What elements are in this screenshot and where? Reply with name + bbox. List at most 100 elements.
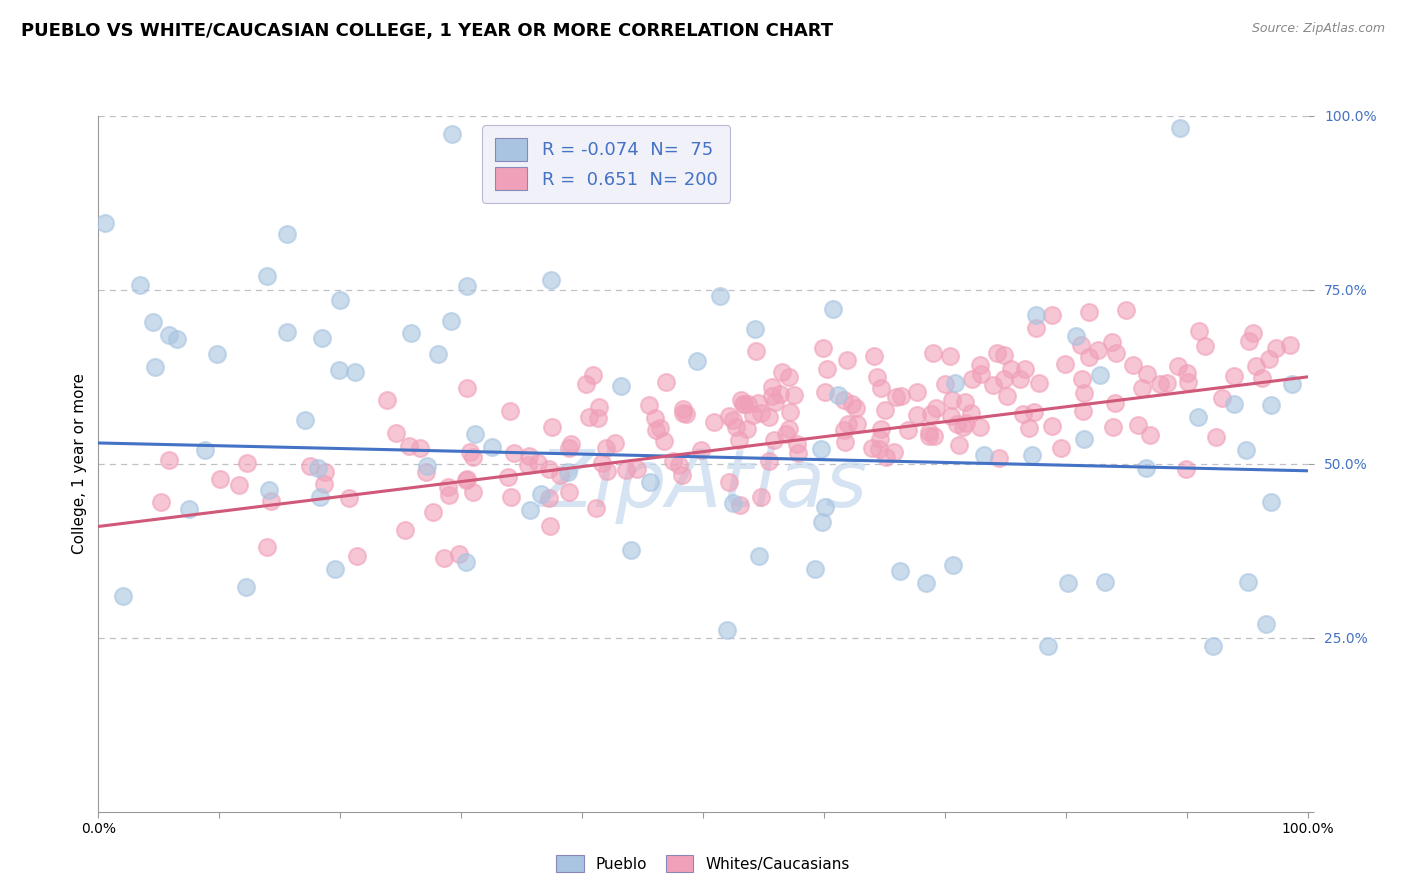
Point (761, 389, 783, 403)
Point (1265, 341, 1288, 355)
Point (778, 370, 800, 384)
Point (578, 409, 600, 424)
Point (614, 463, 637, 477)
Point (686, 354, 709, 368)
Point (638, 398, 661, 412)
Point (918, 425, 941, 439)
Point (955, 416, 977, 430)
Point (235, 581, 257, 595)
Point (1105, 345, 1128, 359)
Point (718, 475, 741, 489)
Point (749, 490, 772, 504)
Point (1278, 338, 1301, 352)
Point (456, 279, 478, 293)
Point (1018, 421, 1040, 435)
Point (845, 417, 868, 432)
Point (834, 392, 856, 407)
Point (236, 456, 259, 470)
Point (1130, 381, 1153, 395)
Point (1012, 407, 1035, 421)
Point (560, 436, 582, 450)
Point (1139, 428, 1161, 442)
Point (689, 442, 711, 457)
Point (458, 444, 481, 458)
Point (821, 302, 844, 317)
Point (837, 417, 859, 432)
Point (94, 216, 117, 230)
Point (276, 227, 298, 242)
Point (481, 440, 503, 454)
Point (314, 465, 336, 479)
Point (517, 458, 540, 472)
Point (960, 406, 983, 420)
Point (329, 293, 352, 307)
Point (1078, 350, 1101, 364)
Point (595, 442, 617, 456)
Point (605, 435, 627, 450)
Point (437, 487, 460, 501)
Point (1177, 375, 1199, 389)
Point (737, 397, 759, 411)
Point (328, 363, 350, 377)
Text: PUEBLO VS WHITE/CAUCASIAN COLLEGE, 1 YEAR OR MORE CORRELATION CHART: PUEBLO VS WHITE/CAUCASIAN COLLEGE, 1 YEA… (21, 22, 834, 40)
Point (841, 397, 863, 411)
Point (398, 439, 420, 453)
Point (645, 423, 668, 437)
Legend: Pueblo, Whites/Caucasians: Pueblo, Whites/Caucasians (548, 847, 858, 880)
Point (1024, 404, 1046, 418)
Point (716, 623, 738, 637)
Point (952, 419, 974, 434)
Point (869, 432, 891, 446)
Point (1102, 419, 1125, 434)
Point (461, 450, 484, 464)
Point (1188, 324, 1211, 338)
Point (194, 442, 217, 457)
Point (257, 483, 280, 497)
Point (1071, 371, 1094, 385)
Point (717, 409, 740, 423)
Point (440, 128, 463, 142)
Point (517, 449, 540, 463)
Point (783, 388, 806, 402)
Point (939, 349, 962, 363)
Point (558, 484, 581, 499)
Point (205, 347, 228, 361)
Point (461, 484, 484, 499)
Point (496, 470, 519, 484)
Point (844, 401, 866, 415)
Point (761, 380, 783, 394)
Point (1260, 398, 1282, 412)
Point (723, 412, 745, 426)
Point (870, 381, 893, 395)
Point (870, 422, 893, 436)
Point (299, 459, 322, 474)
Point (1070, 337, 1092, 351)
Point (456, 382, 478, 396)
Point (733, 397, 755, 411)
Point (1194, 339, 1216, 353)
Point (588, 400, 610, 414)
Point (786, 437, 808, 451)
Point (112, 589, 135, 603)
Point (811, 516, 834, 530)
Point (337, 491, 360, 506)
Point (873, 403, 896, 417)
Point (1087, 343, 1109, 358)
Point (1149, 376, 1171, 391)
Point (456, 473, 478, 487)
Point (638, 475, 661, 490)
Point (748, 549, 770, 563)
Point (1244, 359, 1267, 373)
Point (276, 325, 298, 339)
Point (779, 405, 801, 419)
Point (749, 406, 772, 420)
Point (1156, 376, 1178, 390)
Point (960, 372, 983, 386)
Point (875, 450, 897, 465)
Point (1170, 121, 1192, 136)
Point (1077, 305, 1099, 319)
Point (644, 411, 666, 425)
Point (981, 378, 1004, 392)
Point (787, 446, 810, 460)
Point (728, 433, 751, 447)
